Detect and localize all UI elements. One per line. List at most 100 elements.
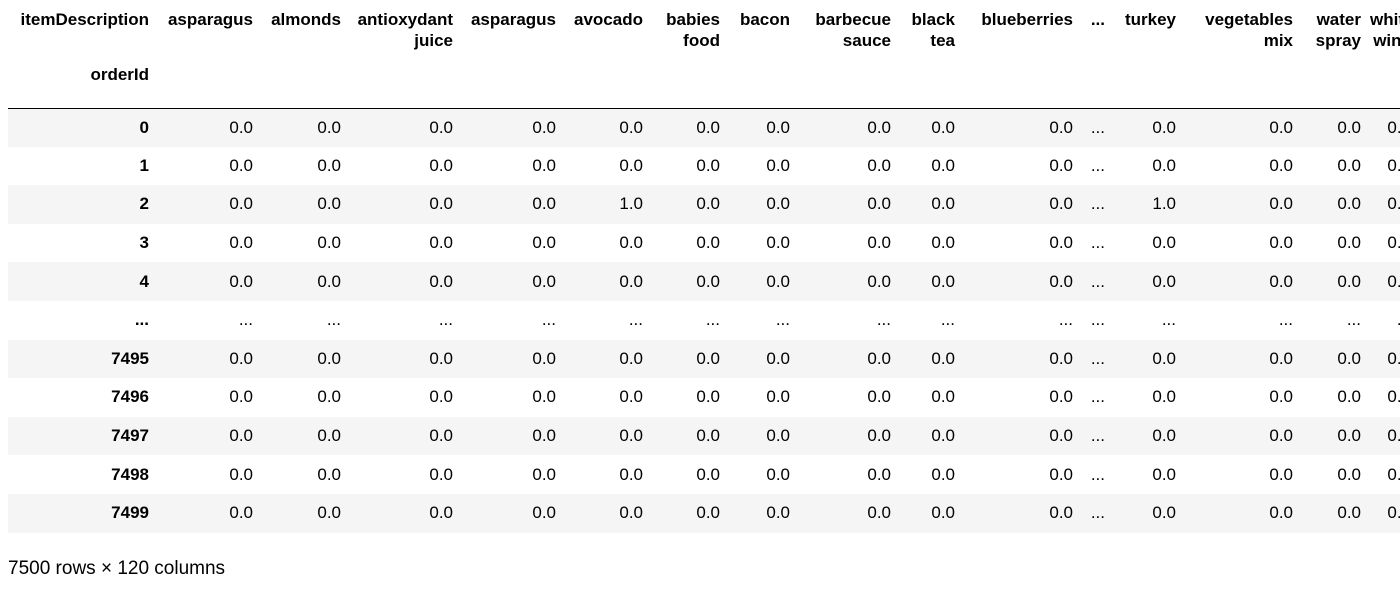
- table-cell: 0.0: [532, 426, 556, 446]
- table-cell: 0.0: [1337, 233, 1361, 253]
- table-cell: 0.0: [931, 271, 955, 291]
- column-header: babies food: [652, 0, 729, 64]
- table-cell: 0.0: [1269, 503, 1293, 523]
- table-cell: 0.0: [1152, 426, 1176, 446]
- table-cell: 0.0: [1152, 233, 1176, 253]
- table-cell: 0.0: [1269, 194, 1293, 214]
- table-cell: 0.0: [619, 271, 643, 291]
- table-cell: 0.0: [696, 194, 720, 214]
- table-cell: 0.0: [429, 426, 453, 446]
- column-header-label: avocado: [574, 10, 643, 29]
- table-cell: 0.0: [766, 387, 790, 407]
- column-header: blueberries: [964, 0, 1082, 64]
- table-cell: 0.0: [1337, 271, 1361, 291]
- table-row: ........................................…: [8, 300, 1400, 340]
- table-cell: 0.0: [867, 387, 891, 407]
- table-cell: 0.0: [766, 426, 790, 446]
- table-cell: 0.0: [1049, 271, 1073, 291]
- table-cell: 0.0: [696, 426, 720, 446]
- table-cell: 0.0: [696, 155, 720, 175]
- table-cell: 0.0: [931, 387, 955, 407]
- table-cell: ...: [705, 310, 720, 330]
- table-cell: ...: [238, 310, 253, 330]
- table-cell: ...: [326, 310, 341, 330]
- table-cell: 0.0: [696, 233, 720, 253]
- table-cell: 0.0: [229, 426, 253, 446]
- table-cell: 0.0: [1387, 271, 1400, 291]
- table-cell: 0.0: [1337, 348, 1361, 368]
- column-header: turkey: [1114, 0, 1185, 64]
- table-cell: 0.0: [229, 194, 253, 214]
- table-cell: 0.0: [931, 503, 955, 523]
- column-header-label: vegetables: [1205, 10, 1293, 29]
- table-cell: 0.0: [532, 117, 556, 137]
- table-cell: 0.0: [317, 426, 341, 446]
- column-header-label: black: [911, 10, 955, 29]
- column-header: ...: [1082, 0, 1114, 64]
- column-header-label: asparagus: [470, 10, 556, 29]
- column-header-label: asparagus: [167, 10, 253, 29]
- column-header-label: juice: [414, 31, 453, 50]
- column-header: water spray: [1302, 0, 1370, 64]
- table-cell: 0.0: [867, 155, 891, 175]
- table-cell: 0.0: [1387, 464, 1400, 484]
- table-cell: 0.0: [1152, 387, 1176, 407]
- table-cell: 0.0: [229, 348, 253, 368]
- table-cell: 0.0: [1387, 233, 1400, 253]
- table-cell: 0.0: [696, 117, 720, 137]
- column-header-label: water: [1316, 10, 1361, 29]
- table-cell: 0.0: [931, 426, 955, 446]
- column-header: vegetables mix: [1185, 0, 1302, 64]
- row-index: 7499: [111, 503, 149, 523]
- table-cell: 0.0: [1269, 426, 1293, 446]
- table-cell: 0.0: [317, 155, 341, 175]
- table-cell: 0.0: [229, 464, 253, 484]
- table-cell: 0.0: [619, 426, 643, 446]
- row-index: 7497: [111, 426, 149, 446]
- table-row: 0 0.0 0.0 0.0 0.0 0.0 0.0 0.0 0.0 0.0 0.0... 0.0 0.0…: [8, 108, 1400, 147]
- column-header-label: antioxydant: [357, 10, 453, 29]
- table-cell: 0.0: [867, 464, 891, 484]
- table-cell: 0.0: [317, 387, 341, 407]
- table-cell: ...: [1278, 310, 1293, 330]
- table-cell: ...: [1090, 233, 1105, 253]
- row-index: 3: [139, 233, 149, 253]
- column-header-label: sauce: [842, 31, 891, 50]
- table-cell: ...: [1090, 310, 1105, 330]
- table-row: 7496 0.0 0.0 0.0 0.0 0.0 0.0 0.0 0.0 0.0 0.0... 0.0…: [8, 378, 1400, 417]
- table-cell: 0.0: [532, 464, 556, 484]
- column-header: asparagus: [158, 0, 262, 64]
- table-cell: 0.0: [867, 233, 891, 253]
- table-cell: 0.0: [766, 503, 790, 523]
- table-cell: 1.0: [619, 194, 643, 214]
- column-header: bacon: [729, 0, 799, 64]
- table-cell: 0.0: [619, 155, 643, 175]
- table-cell: 0.0: [619, 503, 643, 523]
- row-index: 7495: [111, 348, 149, 368]
- table-cell: 0.0: [429, 348, 453, 368]
- table-cell: ...: [541, 310, 556, 330]
- table-cell: 0.0: [229, 387, 253, 407]
- row-index: 7498: [111, 464, 149, 484]
- table-cell: 0.0: [1049, 387, 1073, 407]
- table-cell: 0.0: [1049, 464, 1073, 484]
- table-cell: 0.0: [1049, 426, 1073, 446]
- table-cell: 0.0: [1337, 155, 1361, 175]
- table-cell: 0.0: [1269, 348, 1293, 368]
- columns-name-header: itemDescription: [20, 10, 149, 29]
- table-cell: 0.0: [766, 155, 790, 175]
- table-cell: 0.0: [1049, 233, 1073, 253]
- index-header-row: orderId: [8, 64, 1400, 109]
- column-header-label: food: [683, 31, 720, 50]
- table-row: 4 0.0 0.0 0.0 0.0 0.0 0.0 0.0 0.0 0.0 0.0... 0.0 0.0…: [8, 262, 1400, 301]
- table-cell: 0.0: [867, 503, 891, 523]
- table-cell: 0.0: [1152, 464, 1176, 484]
- row-index: 4: [139, 271, 149, 291]
- table-cell: 0.0: [696, 387, 720, 407]
- column-header: almonds: [262, 0, 350, 64]
- table-cell: 0.0: [532, 503, 556, 523]
- column-header-label: mix: [1263, 31, 1293, 50]
- table-cell: 0.0: [867, 426, 891, 446]
- table-cell: ...: [628, 310, 643, 330]
- table-cell: 0.0: [229, 503, 253, 523]
